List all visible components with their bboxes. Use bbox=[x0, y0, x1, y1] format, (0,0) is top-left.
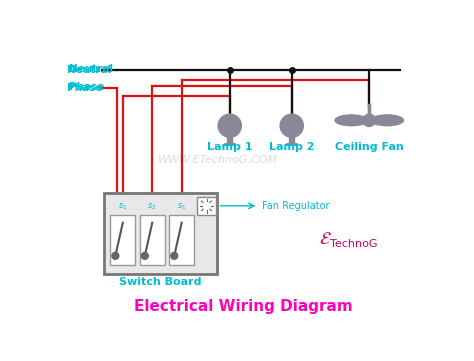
Text: Phase: Phase bbox=[67, 83, 102, 93]
Bar bbox=[140, 215, 164, 265]
Circle shape bbox=[218, 114, 241, 137]
Circle shape bbox=[112, 252, 119, 259]
Text: Lamp 2: Lamp 2 bbox=[269, 142, 315, 152]
Text: WWW.ETechnoG.COM: WWW.ETechnoG.COM bbox=[158, 155, 278, 165]
Bar bbox=[104, 193, 217, 274]
Bar bbox=[110, 215, 135, 265]
Circle shape bbox=[363, 114, 375, 126]
Text: $s_2$: $s_2$ bbox=[147, 201, 157, 212]
Circle shape bbox=[141, 252, 148, 259]
Text: TechnoG: TechnoG bbox=[330, 239, 378, 249]
Circle shape bbox=[179, 219, 185, 226]
Bar bbox=[227, 135, 232, 144]
Ellipse shape bbox=[335, 115, 368, 126]
Circle shape bbox=[280, 114, 303, 137]
Text: $s_1$: $s_1$ bbox=[118, 201, 128, 212]
Circle shape bbox=[171, 252, 178, 259]
Circle shape bbox=[149, 219, 155, 226]
Text: $\mathcal{E}$: $\mathcal{E}$ bbox=[319, 230, 332, 248]
Circle shape bbox=[120, 219, 126, 226]
Text: Neutral: Neutral bbox=[67, 65, 111, 75]
Text: Ceiling Fan: Ceiling Fan bbox=[335, 142, 404, 152]
Circle shape bbox=[202, 202, 210, 210]
Text: Neutral: Neutral bbox=[69, 65, 113, 74]
Text: $s_1$: $s_1$ bbox=[177, 201, 186, 212]
Text: Switch Board: Switch Board bbox=[119, 277, 201, 287]
Text: Phase: Phase bbox=[69, 82, 104, 92]
Ellipse shape bbox=[371, 115, 403, 126]
Bar bbox=[289, 135, 294, 144]
Text: Lamp 1: Lamp 1 bbox=[207, 142, 253, 152]
Bar bbox=[197, 196, 216, 215]
Text: Electrical Wiring Diagram: Electrical Wiring Diagram bbox=[134, 299, 352, 314]
Bar bbox=[169, 215, 194, 265]
Text: Fan Regulator: Fan Regulator bbox=[262, 201, 330, 211]
